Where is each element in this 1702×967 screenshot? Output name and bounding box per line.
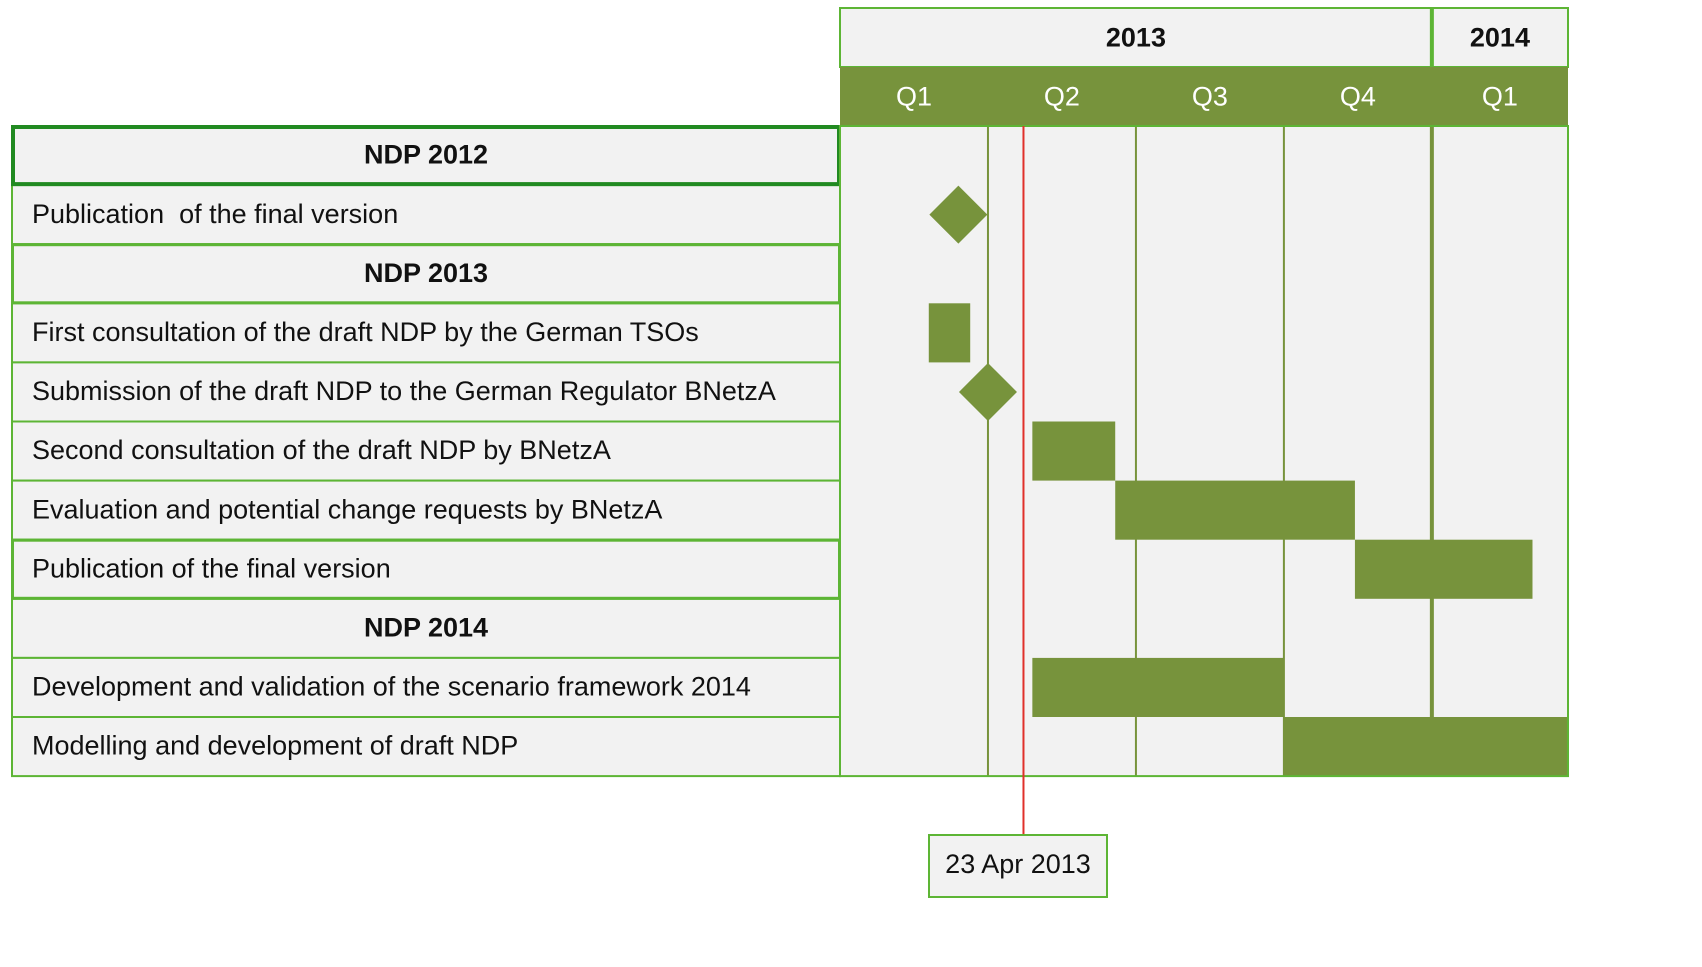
today-label: 23 Apr 2013: [945, 849, 1091, 879]
task-bar: [1354, 539, 1533, 599]
task-bar: [1032, 657, 1284, 717]
year-label: 2014: [1470, 23, 1530, 53]
task-label: Second consultation of the draft NDP by …: [32, 435, 611, 465]
task-label: Modelling and development of draft NDP: [32, 731, 518, 761]
quarter-label: Q4: [1340, 82, 1376, 112]
timeline-border: [839, 125, 1569, 778]
group-label: NDP 2012: [364, 140, 488, 170]
row-label-bg: [11, 420, 841, 482]
task-label: Development and validation of the scenar…: [32, 672, 751, 702]
task-label: Publication of the final version: [32, 199, 398, 229]
task-bar: [1115, 480, 1355, 540]
task-label: Evaluation and potential change requests…: [32, 494, 662, 524]
task-bar: [928, 303, 971, 363]
task-label: Publication of the final version: [32, 553, 391, 583]
milestone: [958, 362, 1017, 421]
row-label-bg: [11, 479, 841, 541]
task-label: First consultation of the draft NDP by t…: [32, 317, 699, 347]
task-bar: [1283, 717, 1568, 777]
quarter-label: Q2: [1044, 82, 1080, 112]
group-label: NDP 2013: [364, 258, 488, 288]
row-label-bg: [11, 716, 841, 778]
milestone: [929, 185, 988, 244]
year-header-bg: [839, 7, 1569, 68]
year-label: 2013: [1106, 23, 1166, 53]
row-label-bg: [11, 125, 841, 187]
quarter-label: Q1: [1482, 82, 1518, 112]
row-label-bg: [11, 184, 841, 246]
quarter-label: Q3: [1192, 82, 1228, 112]
group-label: NDP 2014: [364, 612, 488, 642]
quarter-label: Q1: [896, 82, 932, 112]
row-label-bg: [11, 538, 841, 600]
task-label: Submission of the draft NDP to the Germa…: [32, 376, 776, 406]
quarter-header-bg: [840, 67, 1568, 126]
today-box: [928, 834, 1108, 898]
row-label-bg: [11, 597, 841, 659]
task-bar: [1032, 421, 1116, 481]
row-label-bg: [11, 302, 841, 364]
